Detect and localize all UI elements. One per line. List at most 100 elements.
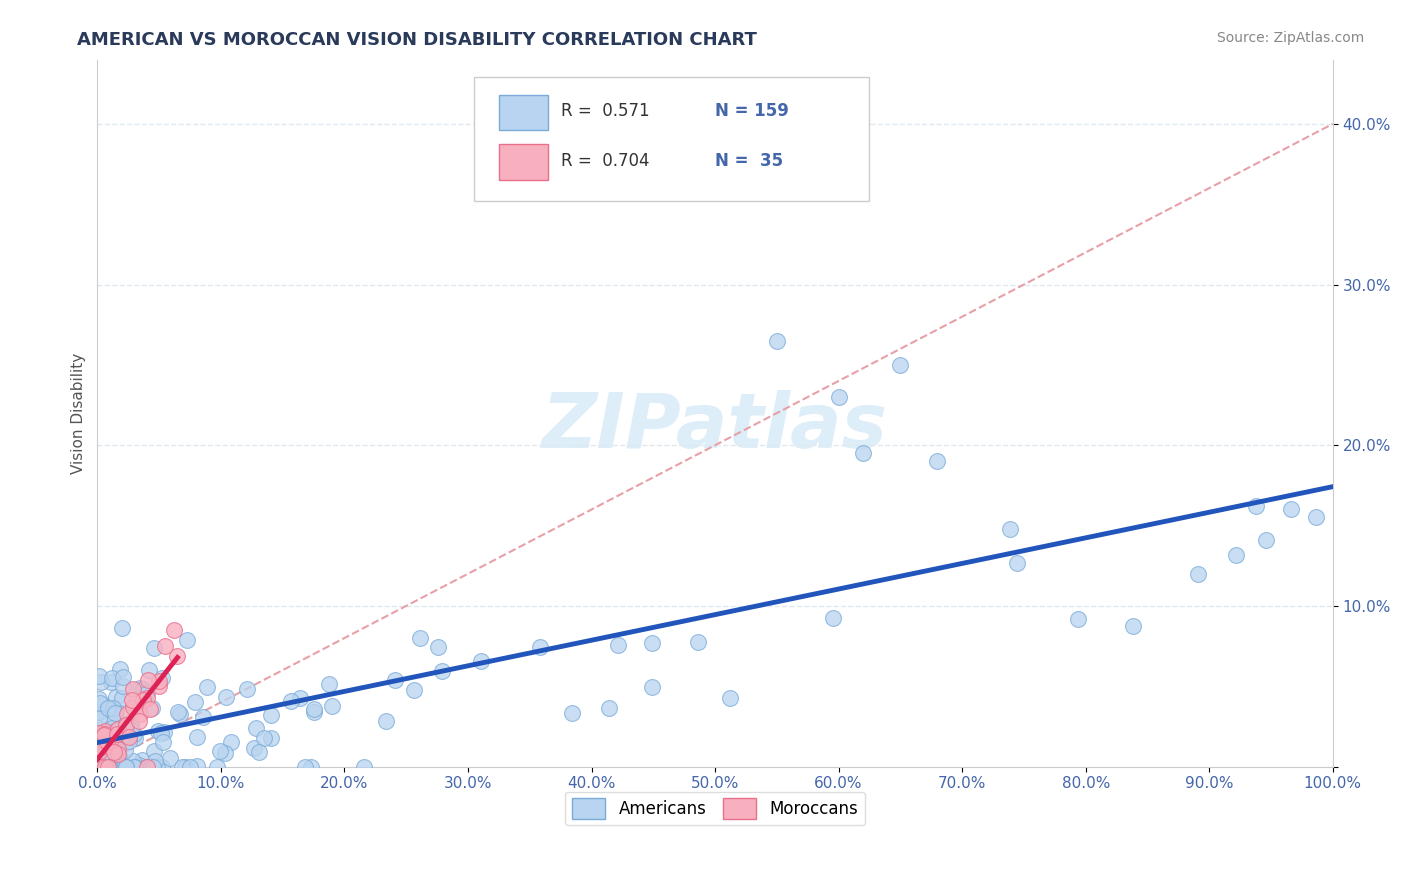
Point <box>115 759 138 773</box>
Point <box>128 758 150 772</box>
Point <box>299 759 322 773</box>
Point <box>98 759 121 773</box>
Point <box>718 690 741 705</box>
Point <box>170 759 193 773</box>
Text: N =  35: N = 35 <box>716 152 783 169</box>
Point <box>110 754 132 768</box>
Point <box>122 682 145 697</box>
Point <box>108 662 131 676</box>
Point <box>89 744 111 758</box>
Point <box>1279 501 1302 516</box>
Point <box>142 759 165 773</box>
Point <box>132 692 155 706</box>
Point <box>195 681 218 695</box>
Point <box>321 699 343 714</box>
Point <box>318 677 340 691</box>
Point <box>90 737 112 751</box>
Point <box>104 739 127 753</box>
Point <box>115 718 138 732</box>
Point <box>235 682 257 697</box>
Point <box>112 670 135 684</box>
Point <box>427 640 450 654</box>
Point <box>374 714 396 728</box>
Point <box>94 727 117 741</box>
Point <box>155 639 177 653</box>
Point <box>87 733 110 747</box>
Point <box>641 636 664 650</box>
Point <box>138 702 160 716</box>
Point <box>97 759 120 773</box>
Point <box>94 724 117 739</box>
Point <box>89 696 111 710</box>
Point <box>87 725 110 739</box>
Point <box>191 709 214 723</box>
Point <box>852 446 875 460</box>
Point <box>302 702 325 716</box>
Point <box>120 714 142 729</box>
Text: Source: ZipAtlas.com: Source: ZipAtlas.com <box>1216 31 1364 45</box>
Point <box>598 701 620 715</box>
Point <box>104 712 127 726</box>
Point <box>91 698 114 712</box>
Point <box>404 683 426 698</box>
Point <box>1225 548 1247 562</box>
Point <box>96 759 118 773</box>
Point <box>146 724 169 739</box>
Point <box>124 731 146 746</box>
Point <box>87 706 110 720</box>
Point <box>105 727 128 741</box>
Point <box>1122 619 1144 633</box>
Point <box>1187 566 1209 581</box>
Point <box>112 759 135 773</box>
Point <box>120 716 142 731</box>
Point <box>294 759 316 773</box>
Text: AMERICAN VS MOROCCAN VISION DISABILITY CORRELATION CHART: AMERICAN VS MOROCCAN VISION DISABILITY C… <box>77 31 758 49</box>
Point <box>150 725 173 739</box>
Point <box>91 735 114 749</box>
Point <box>93 728 115 742</box>
Point <box>108 759 131 773</box>
Point <box>184 695 207 709</box>
Point <box>302 705 325 719</box>
Point <box>107 747 129 761</box>
Point <box>136 690 159 705</box>
Point <box>927 454 949 468</box>
Text: R =  0.571: R = 0.571 <box>561 103 650 120</box>
Point <box>114 718 136 732</box>
Point <box>100 759 122 773</box>
Point <box>135 759 157 773</box>
Point <box>143 754 166 768</box>
Point <box>100 759 122 773</box>
Point <box>89 741 111 756</box>
Point <box>87 705 110 719</box>
Point <box>117 728 139 742</box>
Point <box>90 674 112 689</box>
Point <box>889 358 911 372</box>
Point <box>111 679 134 693</box>
Point <box>87 711 110 725</box>
Text: ZIPatlas: ZIPatlas <box>543 390 889 464</box>
Point <box>280 694 302 708</box>
Point <box>120 723 142 737</box>
Point <box>166 706 188 720</box>
Point <box>214 690 236 704</box>
Point <box>111 621 134 635</box>
Point <box>150 759 173 773</box>
Point <box>97 759 120 773</box>
Point <box>1067 612 1090 626</box>
Point <box>124 700 146 714</box>
Point <box>110 690 132 705</box>
Point <box>166 649 188 664</box>
Point <box>118 730 141 744</box>
Point <box>122 726 145 740</box>
FancyBboxPatch shape <box>499 145 548 180</box>
Point <box>114 759 136 773</box>
Point <box>143 640 166 655</box>
Point <box>90 759 112 773</box>
Point <box>146 759 169 773</box>
Point <box>96 739 118 754</box>
Point <box>132 682 155 697</box>
Point <box>823 611 845 625</box>
Point <box>93 759 115 773</box>
Point <box>98 739 121 753</box>
